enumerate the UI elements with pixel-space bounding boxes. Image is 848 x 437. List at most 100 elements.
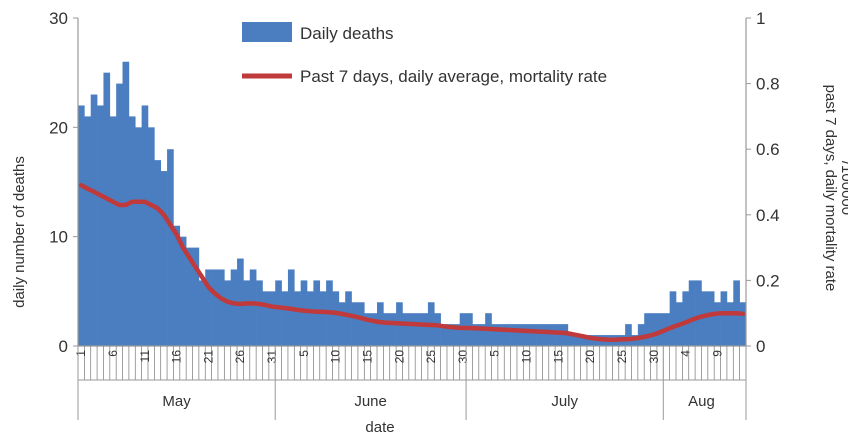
month-label-july: July	[551, 393, 578, 410]
day-label-90: 30	[647, 350, 661, 364]
bar-5	[103, 72, 111, 347]
y-right-tick-label-0.8: 0.8	[756, 75, 780, 94]
day-label-95: 4	[679, 350, 693, 357]
day-label-85: 25	[615, 350, 629, 364]
day-label-55: 25	[424, 350, 438, 364]
bar-35	[294, 291, 301, 346]
bar-50	[389, 313, 397, 346]
bar-73	[536, 324, 543, 346]
bar-42	[338, 302, 346, 346]
bar-11	[141, 105, 149, 346]
legend: Daily deaths Past 7 days, daily average,…	[242, 22, 607, 86]
y-right-tick-label-0.4: 0.4	[756, 206, 780, 225]
bar-72	[529, 324, 537, 346]
bar-102	[720, 291, 728, 346]
bar-63	[472, 324, 480, 346]
bar-45	[357, 302, 365, 346]
bar-70	[516, 324, 524, 346]
bar-76	[555, 324, 562, 346]
bar-17	[179, 236, 187, 346]
bar-55	[421, 313, 429, 346]
day-label-70: 10	[520, 350, 534, 364]
x-axis-title: date	[365, 419, 394, 436]
day-label-65: 5	[488, 350, 502, 357]
bar-46	[364, 313, 371, 346]
bar-2	[84, 116, 92, 347]
bar-4	[97, 105, 104, 346]
day-label-15: 16	[170, 350, 184, 364]
bar-31	[268, 291, 276, 346]
bar-74	[542, 324, 550, 346]
bar-60	[453, 324, 461, 346]
y-left-axis-title: daily number of deaths	[11, 156, 28, 308]
bar-33	[281, 291, 289, 346]
bar-103	[726, 302, 734, 346]
day-label-75: 15	[551, 350, 565, 364]
bar-1	[78, 105, 85, 346]
day-label-50: 20	[392, 350, 406, 364]
bar-27	[243, 280, 251, 346]
bar-59	[446, 324, 454, 346]
bar-69	[510, 324, 518, 346]
bar-18	[186, 247, 193, 346]
y-left-tick-label-10: 10	[49, 228, 68, 247]
bar-28	[249, 269, 257, 346]
bar-68	[504, 324, 511, 346]
bar-25	[230, 269, 238, 346]
y-left-tick-label-30: 30	[49, 9, 68, 28]
day-label-100: 9	[710, 350, 724, 357]
day-label-0: 1	[74, 350, 88, 357]
bar-97	[688, 280, 696, 346]
bar-64	[478, 324, 486, 346]
bar-14	[160, 171, 168, 346]
bar-37	[307, 291, 314, 346]
legend-bar-label: Daily deaths	[300, 24, 394, 43]
day-label-10: 11	[138, 350, 152, 363]
y-right-axis-title-line2: /100000	[838, 161, 848, 215]
y-right-axis-title-line1: past 7 days, daily mortality rate	[822, 85, 839, 292]
bar-81	[586, 335, 594, 346]
bar-43	[345, 291, 352, 346]
bar-13	[154, 160, 162, 346]
bar-22	[211, 269, 219, 346]
bar-78	[567, 335, 575, 346]
day-label-45: 15	[361, 350, 375, 364]
mortality-rate-line	[78, 183, 746, 343]
y-left-tick-label-20: 20	[49, 118, 68, 137]
day-label-40: 10	[329, 350, 343, 364]
day-label-80: 20	[583, 350, 597, 364]
bar-57	[434, 313, 441, 346]
bar-16	[173, 225, 181, 346]
bar-54	[415, 313, 422, 346]
day-label-35: 5	[297, 350, 311, 357]
bar-67	[497, 324, 505, 346]
bar-90	[644, 313, 651, 346]
bar-100	[707, 291, 715, 346]
bar-7	[116, 83, 123, 346]
month-label-aug: Aug	[688, 393, 715, 410]
y-right-tick-label-0: 0	[756, 337, 765, 356]
bar-87	[625, 324, 632, 346]
bar-19	[192, 247, 200, 346]
bar-92	[656, 313, 664, 346]
legend-line-label: Past 7 days, daily average, mortality ra…	[300, 67, 607, 86]
day-label-25: 26	[233, 350, 247, 364]
bar-98	[695, 280, 702, 346]
bar-10	[135, 127, 142, 346]
bar-80	[580, 335, 588, 346]
bar-44	[351, 302, 359, 346]
bar-58	[440, 324, 448, 346]
day-label-20: 21	[201, 350, 215, 364]
bar-75	[548, 324, 556, 346]
bar-96	[682, 291, 690, 346]
bar-94	[669, 291, 677, 346]
day-label-5: 6	[106, 350, 120, 357]
bar-99	[701, 291, 709, 346]
bar-20	[198, 280, 206, 346]
y-left-tick-label-0: 0	[59, 337, 68, 356]
bar-39	[319, 291, 327, 346]
legend-bar-swatch	[242, 22, 292, 42]
line-layer	[78, 183, 746, 343]
